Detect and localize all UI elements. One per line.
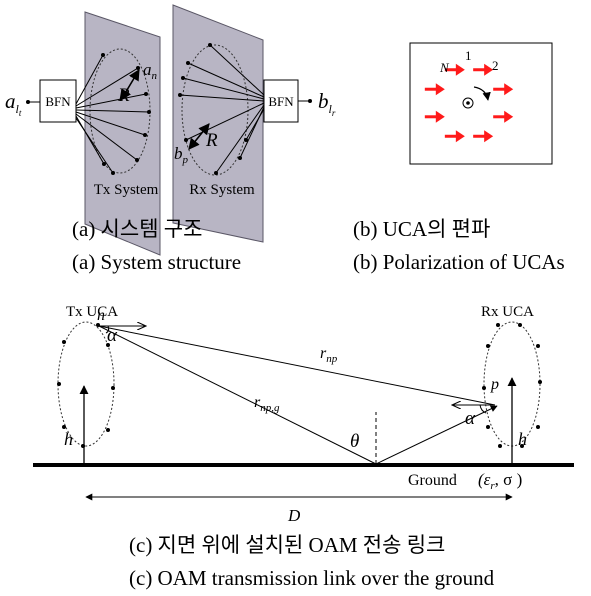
rx-bfn-label: BFN bbox=[268, 94, 294, 109]
tx-alpha-label: α bbox=[107, 325, 118, 346]
tx-bfn-box bbox=[39, 79, 77, 123]
tx-input-node bbox=[26, 100, 30, 104]
caption-a-korean: (a) 시스템 구조 bbox=[72, 217, 203, 241]
direct-path-label: rnp bbox=[320, 345, 338, 365]
polarization-arrow bbox=[493, 83, 514, 96]
rx-output-label: blr bbox=[318, 89, 336, 118]
tx-uca-dots bbox=[57, 323, 115, 448]
rx-radius-label: R bbox=[205, 130, 218, 151]
element-label-1: 1 bbox=[465, 48, 472, 63]
tx-element-n-label: n bbox=[97, 307, 105, 324]
panel-a-system-structure: R an BFN alt bbox=[5, 4, 336, 256]
rx-radius-arrow bbox=[188, 123, 210, 150]
tx-radius-arrow bbox=[120, 69, 140, 101]
polarization-arrow bbox=[444, 130, 465, 143]
tx-element-label-an: an bbox=[143, 60, 158, 82]
rx-feed-lines bbox=[179, 44, 265, 174]
rotation-arrow bbox=[473, 86, 491, 101]
reflected-path-outgoing bbox=[375, 405, 498, 465]
polarization-arrow bbox=[424, 83, 445, 96]
panel-b-polarization: 1 2 N bbox=[409, 42, 553, 165]
element-label-n: N bbox=[439, 60, 450, 75]
polarization-arrow bbox=[444, 63, 465, 76]
tx-uca-elements bbox=[101, 53, 151, 175]
polarization-arrow bbox=[473, 63, 494, 76]
rx-alpha-arc bbox=[479, 404, 487, 414]
polarization-arrow bbox=[424, 110, 445, 123]
rx-output-node bbox=[308, 99, 312, 103]
polarization-arrow bbox=[493, 110, 514, 123]
rx-alpha-label: α bbox=[465, 408, 476, 429]
tx-system-label: Tx System bbox=[94, 182, 159, 198]
reflected-path-label: rnp,g bbox=[254, 394, 280, 414]
rx-element-label-bp: bp bbox=[174, 144, 189, 166]
panel-c-transmission-link: Tx UCA Rx UCA n p θ α bbox=[33, 304, 574, 525]
propagation-dot bbox=[466, 101, 470, 105]
caption-a-english: (a) System structure bbox=[72, 250, 242, 274]
tx-alpha-arc bbox=[105, 325, 110, 334]
distance-label: D bbox=[287, 506, 301, 525]
propagation-out-of-page-icon bbox=[462, 97, 474, 109]
direct-path-line bbox=[98, 325, 496, 406]
caption-b-korean: (b) UCA의 편파 bbox=[353, 217, 491, 241]
rx-element-p-label: p bbox=[490, 376, 499, 393]
tx-radius-label: R bbox=[117, 85, 130, 106]
rx-bfn-box bbox=[263, 79, 299, 123]
polarization-arrows bbox=[424, 63, 514, 143]
ground-label: Ground bbox=[408, 472, 457, 489]
rx-system-label: Rx System bbox=[189, 182, 255, 198]
rx-uca-label: Rx UCA bbox=[481, 304, 534, 320]
rx-height-label: h bbox=[518, 429, 527, 449]
ground-parameters: (εr, σ ) bbox=[478, 470, 522, 492]
tx-uca-label: Tx UCA bbox=[66, 304, 118, 320]
tx-uca-dashed-circle bbox=[57, 321, 115, 447]
tx-height-label: h bbox=[64, 429, 73, 449]
tx-input-label: alt bbox=[5, 89, 22, 118]
rx-aperture-plate bbox=[172, 4, 264, 243]
reflected-path-incident bbox=[98, 325, 377, 465]
tx-aperture-plate bbox=[84, 11, 161, 256]
element-label-2: 2 bbox=[492, 58, 499, 73]
rx-uca-circle bbox=[181, 44, 249, 176]
rx-uca-dots bbox=[482, 323, 542, 448]
caption-c-korean: (c) 지면 위에 설치된 OAM 전송 링크 bbox=[129, 533, 446, 557]
caption-b-english: (b) Polarization of UCAs bbox=[353, 250, 565, 274]
incidence-angle-theta: θ bbox=[350, 431, 359, 452]
tx-bfn-label: BFN bbox=[45, 94, 71, 109]
caption-c-english: (c) OAM transmission link over the groun… bbox=[129, 566, 495, 590]
polarization-arrow bbox=[473, 130, 494, 143]
rx-uca-elements bbox=[178, 43, 248, 175]
uca-polarization-box bbox=[409, 42, 553, 165]
